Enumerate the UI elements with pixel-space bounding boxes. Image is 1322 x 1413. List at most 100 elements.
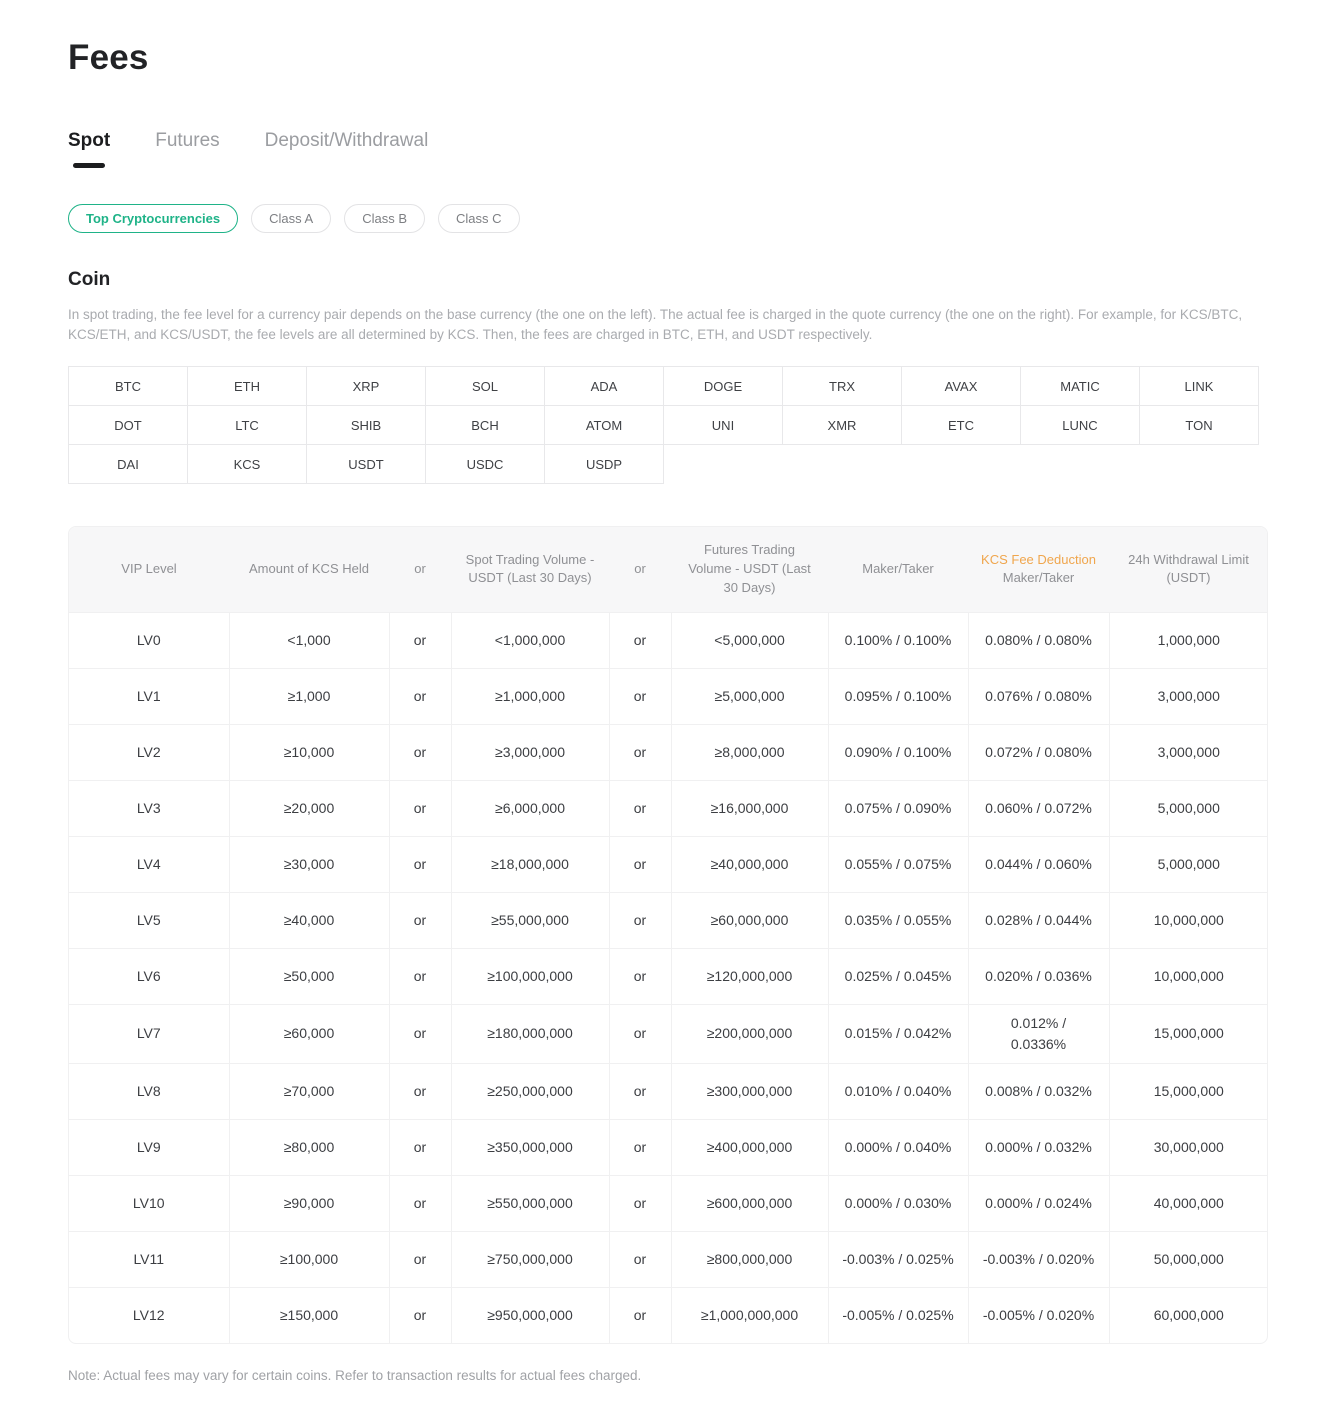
filter-class-b[interactable]: Class B — [344, 204, 425, 233]
fee-cell: ≥18,000,000 — [450, 835, 609, 893]
column-header-label: or — [634, 560, 646, 576]
fee-table-row: LV3 ≥20,000 or ≥6,000,000 or ≥16,000,000 0.075… — [69, 779, 1267, 837]
fee-cell: ≥40,000 — [228, 891, 389, 949]
footnote: Note: Actual fees may vary for certain c… — [68, 1368, 642, 1384]
active-tab-underline — [73, 163, 106, 168]
fee-cell: 0.012% / 0.0336% — [967, 1003, 1109, 1064]
fee-cell: ≥6,000,000 — [450, 779, 609, 837]
vip-level-cell: LV4 — [69, 835, 229, 893]
fee-table-row: LV6 ≥50,000 or ≥100,000,000 or ≥120,000,000 0.… — [69, 947, 1267, 1005]
fee-cell: or — [388, 947, 451, 1005]
fee-cell: 0.060% / 0.072% — [967, 779, 1109, 837]
fee-table-row: LV1 ≥1,000 or ≥1,000,000 or ≥5,000,000 0.095% … — [69, 667, 1267, 725]
fee-cell: or — [388, 891, 451, 949]
coin-cell-eth: ETH — [187, 366, 307, 407]
vip-fee-table: VIP Level Amount of KCS Held or Spot Tradin… — [69, 527, 1267, 1344]
coin-cell-kcs: KCS — [187, 444, 307, 485]
fee-cell: 0.020% / 0.036% — [967, 947, 1109, 1005]
fee-cell: ≥180,000,000 — [450, 1003, 609, 1064]
fee-cell: ≥50,000 — [228, 947, 389, 1005]
fee-cell: ≥750,000,000 — [450, 1230, 609, 1288]
fee-cell: or — [608, 1003, 671, 1064]
fee-cell: or — [608, 947, 671, 1005]
fee-cell: or — [388, 1286, 451, 1344]
fee-cell: ≥950,000,000 — [450, 1286, 609, 1344]
fee-cell: or — [388, 723, 451, 781]
fee-cell: <1,000 — [228, 611, 389, 669]
fee-cell: or — [388, 1118, 451, 1176]
coin-section-description: In spot trading, the fee level for a cur… — [68, 307, 1243, 342]
fee-cell: 1,000,000 — [1108, 611, 1267, 669]
vip-level-cell: LV8 — [69, 1062, 229, 1120]
column-header: Futures Trading Volume - USDT (Last 30 D… — [671, 527, 828, 613]
coin-cell-btc: BTC — [68, 366, 188, 407]
fee-cell: or — [608, 779, 671, 837]
coin-cell-bch: BCH — [425, 405, 545, 446]
fee-cell: or — [388, 1003, 451, 1064]
fee-cell: or — [608, 1062, 671, 1120]
fee-cell: ≥55,000,000 — [450, 891, 609, 949]
fee-cell: or — [388, 667, 451, 725]
fee-cell: 0.000% / 0.032% — [967, 1118, 1109, 1176]
fee-cell: <5,000,000 — [670, 611, 828, 669]
fee-cell: 0.090% / 0.100% — [827, 723, 968, 781]
fee-cell: 0.055% / 0.075% — [827, 835, 968, 893]
filter-class-a[interactable]: Class A — [251, 204, 332, 233]
column-header: Spot Trading Volume - USDT (Last 30 Days… — [451, 527, 609, 613]
vip-level-cell: LV10 — [69, 1174, 229, 1232]
fee-cell: 0.028% / 0.044% — [967, 891, 1109, 949]
tab-futures-label: Futures — [155, 130, 220, 151]
fee-cell: 0.000% / 0.024% — [967, 1174, 1109, 1232]
fee-cell: or — [608, 1174, 671, 1232]
fee-cell: ≥120,000,000 — [670, 947, 828, 1005]
fee-cell: ≥100,000 — [228, 1230, 389, 1288]
fee-cell: 0.100% / 0.100% — [827, 611, 968, 669]
coin-cell-sol: SOL — [425, 366, 545, 407]
fee-cell: 0.044% / 0.060% — [967, 835, 1109, 893]
fee-cell: or — [388, 1174, 451, 1232]
fee-table-row: LV2 ≥10,000 or ≥3,000,000 or ≥8,000,000 0.090%… — [69, 723, 1267, 781]
tab-deposit-withdrawal[interactable]: Deposit/Withdrawal — [265, 130, 429, 163]
coin-cell-avax: AVAX — [901, 366, 1021, 407]
vip-level-cell: LV0 — [69, 611, 229, 669]
fee-cell: 5,000,000 — [1108, 835, 1267, 893]
fee-cell: 15,000,000 — [1108, 1003, 1267, 1064]
filter-top-cryptocurrencies[interactable]: Top Cryptocurrencies — [68, 204, 239, 233]
fee-cell: ≥1,000,000,000 — [670, 1286, 828, 1344]
fee-cell: 0.000% / 0.040% — [827, 1118, 968, 1176]
coin-grid: BTC ETH XRP SOL ADA DOGE TRX AVAX MATIC LINK DOT LT… — [68, 366, 1267, 485]
fee-table-row: LV4 ≥30,000 or ≥18,000,000 or ≥40,000,000 0.05… — [69, 835, 1267, 893]
fee-table-row: LV8 ≥70,000 or ≥250,000,000 or ≥300,000,000 0.… — [69, 1062, 1267, 1120]
column-header-label: KCS Fee Deduction — [981, 551, 1096, 567]
column-header: KCS Fee Deduction Maker/Taker — [968, 527, 1109, 613]
column-header: 24h Withdrawal Limit (USDT) — [1109, 527, 1267, 613]
fee-cell: or — [608, 611, 671, 669]
fee-cell: ≥350,000,000 — [450, 1118, 609, 1176]
vip-level-cell: LV6 — [69, 947, 229, 1005]
coin-section-heading: Coin — [68, 269, 111, 290]
coin-cell-trx: TRX — [782, 366, 902, 407]
fee-cell: ≥40,000,000 — [670, 835, 828, 893]
tab-spot-label: Spot — [68, 130, 111, 151]
coin-cell-dot: DOT — [68, 405, 188, 446]
fee-cell: or — [608, 835, 671, 893]
vip-level-cell: LV9 — [69, 1118, 229, 1176]
fee-cell: ≥3,000,000 — [450, 723, 609, 781]
fee-cell: ≥80,000 — [228, 1118, 389, 1176]
column-header-label: or — [414, 560, 426, 576]
filter-class-c[interactable]: Class C — [438, 204, 520, 233]
coin-row: DOT LTC SHIB BCH ATOM UNI XMR ETC LUNC TON — [68, 405, 1267, 446]
coin-cell-xmr: XMR — [782, 405, 902, 446]
fee-cell: or — [608, 1230, 671, 1288]
column-header-label: Maker/Taker — [862, 560, 934, 576]
fee-cell: or — [388, 611, 451, 669]
category-filter-bar: Top Cryptocurrencies Class A Class B Cla… — [68, 204, 1267, 233]
column-header-label: Futures Trading Volume - USDT (Last 30 D… — [688, 542, 811, 595]
fee-cell: 0.072% / 0.080% — [967, 723, 1109, 781]
fee-table-row: LV0 <1,000 or <1,000,000 or <5,000,000 0.100% … — [69, 611, 1267, 669]
fee-cell: ≥10,000 — [228, 723, 389, 781]
tab-spot[interactable]: Spot — [68, 130, 110, 168]
tab-futures[interactable]: Futures — [155, 130, 219, 163]
vip-level-cell: LV5 — [69, 891, 229, 949]
